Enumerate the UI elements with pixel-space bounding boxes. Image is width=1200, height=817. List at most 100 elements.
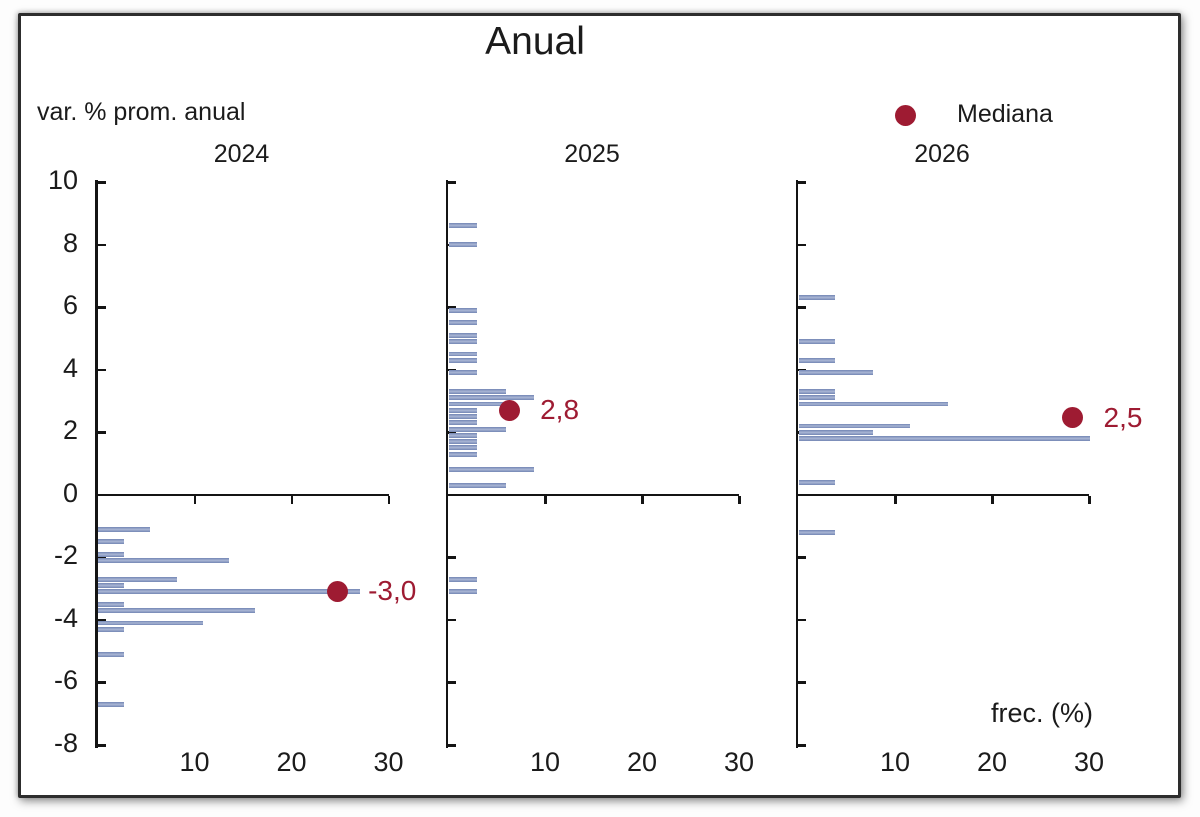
median-value-label: 2,8 — [540, 394, 580, 426]
y-axis-tick-label: 0 — [62, 477, 78, 508]
median-dot — [326, 580, 348, 602]
x-axis-line — [795, 493, 1089, 497]
histogram-bar — [798, 436, 1090, 441]
histogram-bar — [448, 576, 477, 582]
histogram-bar — [448, 357, 477, 363]
y-axis-tick — [798, 556, 806, 559]
figure-card — [18, 13, 1181, 798]
histogram-bar — [798, 529, 836, 535]
x-axis-tick — [1088, 495, 1091, 504]
x-axis-tick — [387, 495, 390, 504]
panel-title: 2025 — [564, 140, 620, 168]
histogram-bar — [98, 583, 125, 588]
y-axis-tick — [97, 681, 106, 684]
x-axis-tick — [641, 495, 644, 504]
histogram-bar — [448, 401, 506, 407]
x-axis-tick-label: 30 — [373, 747, 404, 777]
y-axis-tick — [97, 181, 106, 184]
y-axis-tick — [798, 681, 806, 684]
histogram-bar — [448, 332, 477, 338]
histogram-bar — [798, 479, 836, 485]
histogram-bar — [798, 429, 874, 435]
x-axis-tick — [290, 495, 293, 504]
y-axis-tick — [97, 368, 106, 372]
histogram-bar — [448, 389, 506, 394]
x-axis-tick — [991, 495, 994, 504]
median-dot-icon — [895, 105, 916, 126]
x-axis-tick-label: 10 — [529, 747, 561, 777]
panel-title: 2026 — [914, 140, 970, 168]
histogram-bar — [98, 526, 151, 532]
histogram-bar — [798, 389, 836, 394]
y-axis-tick — [448, 368, 456, 372]
x-axis-tick — [544, 495, 547, 504]
histogram-bar — [448, 445, 477, 451]
histogram-bar — [798, 295, 836, 301]
histogram-bar — [448, 589, 477, 595]
y-axis-tick-label: 6 — [62, 290, 78, 321]
histogram-bar — [98, 601, 125, 607]
legend-label: Mediana — [957, 100, 1053, 128]
y-axis-tick — [798, 306, 806, 309]
histogram-bar — [98, 626, 125, 632]
histogram-bar — [448, 426, 506, 432]
x-axis-line — [445, 493, 739, 497]
y-axis-line — [795, 180, 798, 748]
histogram-bar — [448, 223, 477, 229]
x-axis-tick-label: 10 — [179, 747, 210, 777]
histogram-bar — [448, 395, 534, 401]
y-axis-line — [445, 180, 448, 748]
chart-title: Anual — [485, 20, 585, 63]
median-dot — [498, 399, 520, 421]
y-axis-tick — [97, 243, 106, 247]
histogram-bar — [98, 558, 229, 563]
y-axis-tick — [798, 618, 806, 622]
y-axis-tick — [448, 744, 456, 747]
y-axis-tick-label: 2 — [62, 415, 78, 446]
x-axis-line — [95, 493, 389, 497]
median-value-label: -3,0 — [368, 575, 417, 607]
y-axis-tick — [97, 556, 106, 559]
y-axis-tick — [97, 306, 106, 309]
x-axis-tick — [193, 495, 196, 504]
histogram-bar — [798, 339, 836, 344]
histogram-bar — [98, 576, 177, 582]
x-axis-tick-label: 20 — [626, 747, 658, 777]
panel-title: 2024 — [213, 140, 270, 168]
x-axis-tick-label: 20 — [976, 747, 1008, 777]
y-axis-tick — [798, 243, 806, 247]
y-axis-tick — [448, 431, 456, 434]
median-value-label: 2,5 — [1103, 401, 1143, 433]
histogram-bar — [98, 551, 125, 557]
y-axis-tick — [798, 368, 806, 372]
histogram-bar — [98, 701, 125, 707]
histogram-bar — [448, 351, 477, 357]
x-axis-tick — [738, 495, 741, 504]
x-axis-tick-label: 30 — [1073, 747, 1105, 777]
histogram-bar — [448, 467, 534, 473]
histogram-bar — [448, 414, 477, 419]
histogram-bar — [98, 608, 256, 613]
histogram-bar — [98, 620, 203, 626]
histogram-bar — [448, 242, 477, 247]
histogram-bar — [448, 370, 477, 376]
y-axis-tick — [798, 181, 806, 184]
y-axis-tick-label: -2 — [53, 540, 78, 571]
x-axis-unit-label: frec. (%) — [990, 698, 1093, 728]
histogram-bar — [448, 407, 477, 413]
histogram-bar — [448, 420, 477, 426]
x-axis-tick — [894, 495, 897, 504]
histogram-bar — [798, 370, 874, 376]
y-axis-tick — [448, 618, 456, 622]
histogram-bar — [448, 307, 477, 313]
y-axis-tick — [448, 556, 456, 559]
y-axis-tick — [448, 681, 456, 684]
histogram-bar — [448, 483, 506, 488]
histogram-bar — [448, 432, 477, 438]
histogram-bar — [98, 589, 360, 595]
y-axis-tick — [97, 618, 106, 622]
y-axis-tick — [448, 306, 456, 309]
histogram-bar — [798, 357, 836, 363]
y-axis-tick — [798, 744, 806, 747]
